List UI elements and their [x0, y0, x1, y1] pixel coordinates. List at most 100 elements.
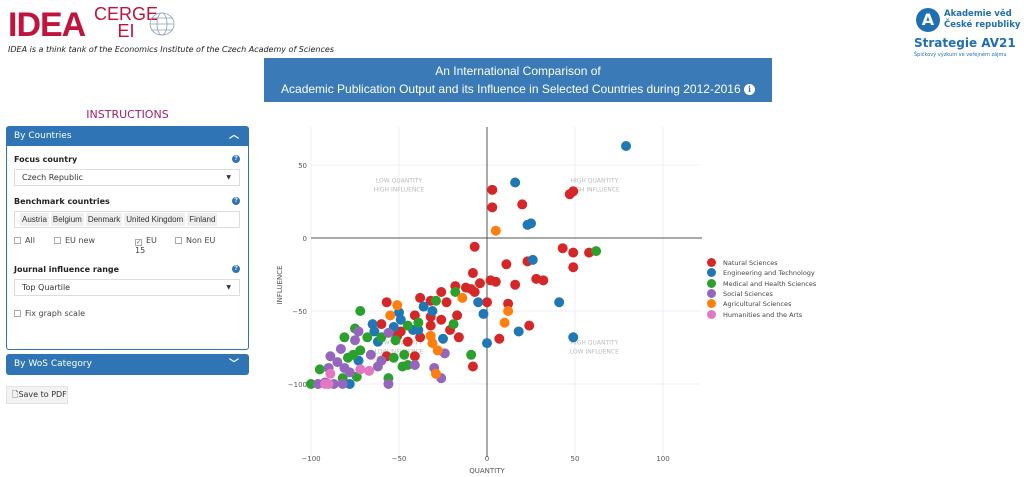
legend-label: Social Sciences [723, 289, 773, 298]
help-icon[interactable]: ? [232, 265, 240, 273]
benchmark-tag[interactable]: Austria [20, 213, 49, 226]
legend-item[interactable]: Medical and Health Sciences [707, 278, 817, 289]
tagline: IDEA is a think tank of the Economics In… [8, 45, 334, 54]
data-point [457, 292, 468, 303]
chart-title: An International Comparison of Academic … [264, 58, 772, 102]
legend-marker-icon [707, 268, 716, 278]
chevron-up-icon: ︿ [229, 130, 239, 141]
data-point [436, 314, 447, 325]
focus-country-select[interactable]: Czech Republic ▼ [14, 169, 240, 186]
caret-down-icon: ▼ [226, 284, 231, 291]
quadrant-label: HIGH QUANTITY [570, 340, 618, 347]
data-point [473, 297, 484, 308]
legend-item[interactable]: Humanities and the Arts [707, 309, 803, 320]
by-wos-header[interactable]: By WoS Category ﹀ [6, 354, 249, 375]
data-point [362, 332, 373, 343]
data-point [355, 306, 366, 316]
data-point [342, 352, 353, 363]
data-point [482, 297, 492, 308]
save-to-pdf-button[interactable]: 🗋Save to PDF [6, 386, 68, 404]
data-point [482, 338, 492, 349]
av-strategy: Strategie AV21 [914, 36, 1016, 50]
legend-marker-icon [707, 299, 716, 309]
journal-influence-label: Journal influence range [14, 265, 120, 274]
check-icon: ✓ [135, 239, 142, 246]
benchmark-tag[interactable]: Finland [187, 213, 218, 226]
by-countries-panel: By Countries ︿ Focus country ? Czech Repu… [6, 126, 249, 350]
data-point [469, 287, 480, 298]
legend-item[interactable]: Natural Sciences [707, 258, 778, 268]
data-point [527, 254, 538, 265]
data-point [501, 259, 512, 270]
y-tick-label: 0 [303, 235, 307, 243]
quadrant-label: LOW INFLUENCE [374, 349, 423, 356]
by-wos-category-panel[interactable]: By WoS Category ﹀ [6, 354, 249, 375]
x-axis-title: QUANTITY [469, 467, 505, 475]
help-icon[interactable]: ? [232, 155, 240, 163]
data-point [353, 326, 364, 337]
av-line2: České republiky [944, 20, 1021, 30]
by-countries-label: By Countries [14, 131, 72, 141]
checkbox-eu-new[interactable]: EU new [54, 236, 95, 245]
data-point [452, 310, 463, 321]
data-point [487, 184, 498, 195]
data-point [517, 199, 528, 210]
legend-item[interactable]: Agricultural Sciences [707, 299, 791, 309]
quadrant-label: HIGH QUANTITY [570, 178, 618, 185]
journal-influence-select[interactable]: Top Quartile ▼ [14, 279, 240, 296]
data-point [510, 177, 521, 188]
data-point [402, 336, 413, 347]
data-point [568, 247, 579, 258]
checkbox-eu15[interactable]: ✓ EU 15 [135, 236, 157, 255]
chevron-down-icon: ﹀ [229, 359, 239, 370]
data-point [568, 332, 579, 343]
instructions-link[interactable]: INSTRUCTIONS [86, 108, 169, 121]
cerge-ei-logo: CERGE EI [94, 5, 158, 41]
data-point [314, 364, 325, 375]
legend-label: Engineering and Technology [723, 269, 815, 278]
benchmark-tag[interactable]: United Kingdom [124, 213, 186, 226]
checkbox-all[interactable]: All [14, 236, 35, 245]
benchmark-tag[interactable]: Denmark [85, 213, 123, 226]
legend-label: Humanities and the Arts [723, 310, 803, 319]
data-point [513, 326, 524, 337]
caret-down-icon: ▼ [226, 174, 231, 181]
info-icon[interactable]: i [743, 84, 755, 95]
data-point [526, 218, 536, 229]
help-icon[interactable]: ? [232, 197, 240, 205]
academy-icon: A [916, 8, 940, 32]
benchmark-label: Benchmark countries [14, 197, 110, 206]
scatter-chart[interactable]: −100 −50 0 50 100 50 0 −50 −100 LOW QUANTITY HIGH … [262, 110, 702, 477]
legend-marker-icon [707, 309, 716, 319]
data-point [503, 298, 514, 309]
data-point [430, 368, 441, 379]
data-point [441, 297, 452, 308]
data-point [487, 202, 498, 213]
data-point [524, 320, 535, 331]
data-point [427, 306, 438, 316]
data-point [467, 268, 478, 279]
data-point [365, 349, 376, 360]
benchmark-tag[interactable]: Belgium [50, 213, 84, 226]
data-point [392, 300, 403, 311]
x-tick-label: −100 [301, 455, 320, 463]
legend-item[interactable]: Engineering and Technology [707, 268, 815, 278]
data-point [369, 326, 380, 337]
data-point [320, 379, 331, 389]
data-point [388, 352, 399, 363]
data-point [395, 314, 406, 325]
data-point [418, 301, 429, 312]
data-point [390, 335, 401, 346]
data-point [557, 243, 568, 254]
journal-influence-value: Top Quartile [22, 283, 71, 292]
by-wos-label: By WoS Category [14, 359, 92, 369]
data-point [478, 308, 489, 319]
checkbox-non-eu[interactable]: Non EU [175, 236, 215, 245]
by-countries-header[interactable]: By Countries ︿ [6, 126, 249, 146]
ei-text: EI [117, 21, 135, 41]
checkbox-fix-graph-scale[interactable]: Fix graph scale [14, 309, 85, 318]
legend-label: Medical and Health Sciences [723, 279, 817, 288]
benchmark-countries-input[interactable]: Austria Belgium Denmark United Kingdom Finla… [14, 211, 240, 228]
data-point [306, 379, 316, 389]
legend-item[interactable]: Social Sciences [707, 288, 773, 299]
